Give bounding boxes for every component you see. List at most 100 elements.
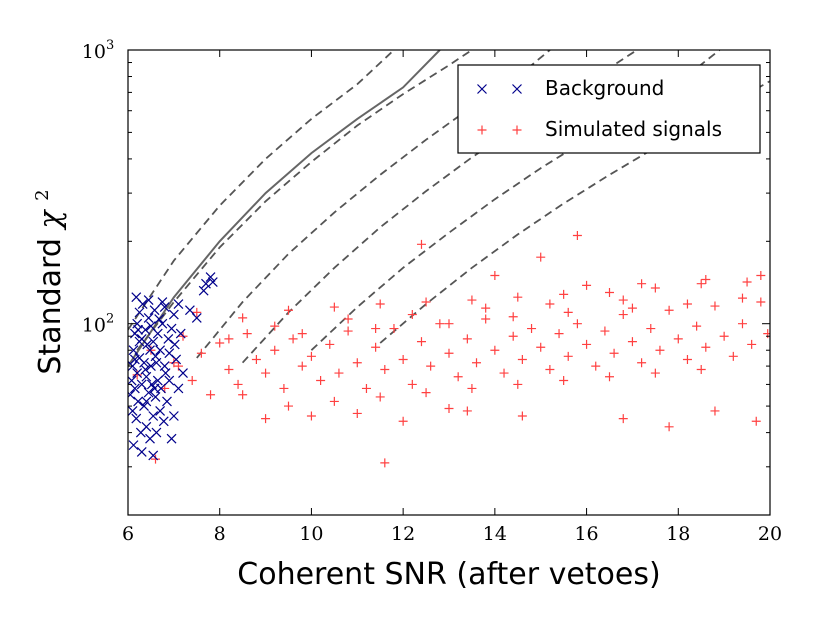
background-point — [129, 383, 140, 394]
signal-point — [343, 326, 353, 336]
legend-marker-background — [477, 84, 487, 94]
background-point — [145, 345, 155, 356]
signal-point — [513, 379, 523, 389]
signal-point — [710, 406, 720, 416]
x-tick-label: 6 — [122, 523, 134, 545]
signal-point — [605, 372, 614, 382]
background-point — [128, 389, 136, 400]
signal-point — [426, 361, 436, 371]
legend: Background Simulated signals — [457, 64, 761, 154]
background-point — [128, 440, 139, 451]
signal-point — [371, 342, 381, 352]
legend-markers — [477, 84, 522, 135]
x-tick-label: 18 — [666, 523, 690, 545]
signal-point — [490, 345, 500, 355]
signal-point — [375, 392, 385, 402]
signal-point — [627, 303, 637, 313]
signal-point — [325, 339, 335, 349]
signal-point — [279, 383, 289, 393]
background-point — [148, 336, 159, 347]
background-point — [168, 411, 179, 421]
signal-point — [609, 348, 619, 358]
signal-point — [238, 390, 248, 400]
signal-point — [637, 279, 647, 289]
signal-point — [407, 379, 417, 389]
background-point — [191, 312, 202, 323]
background-point — [152, 375, 163, 386]
background-point — [143, 295, 154, 305]
background-point — [157, 297, 168, 307]
background-point — [164, 348, 175, 359]
background-point — [133, 396, 144, 407]
signal-point — [559, 289, 569, 299]
signal-point — [582, 280, 592, 290]
signal-point — [187, 376, 197, 386]
legend-label-simulated-signals: Simulated signals — [545, 117, 722, 141]
threshold-curve-3 — [136, 50, 473, 351]
y-axis-label-exponent: 2 — [32, 189, 53, 200]
y-axis-label-text: Standard — [33, 238, 68, 374]
signal-point — [563, 307, 573, 317]
plot-frame — [127, 49, 771, 516]
signal-point — [467, 383, 477, 393]
signal-point — [481, 314, 491, 324]
background-point — [149, 383, 160, 394]
background-point — [140, 364, 151, 375]
signal-point — [352, 358, 362, 368]
signal-point — [508, 331, 518, 341]
signal-point — [545, 365, 555, 375]
signal-point — [284, 401, 293, 411]
legend-marker-simulated-signals — [477, 125, 487, 135]
background-point — [169, 339, 180, 350]
signal-point — [692, 321, 702, 331]
signal-point — [238, 313, 248, 323]
signal-point — [701, 275, 711, 285]
background-point — [150, 392, 161, 402]
signal-point — [206, 390, 216, 400]
background-point — [128, 406, 138, 416]
background-point — [139, 401, 149, 412]
signal-point — [453, 372, 463, 382]
signal-point — [169, 358, 179, 368]
signal-point — [559, 376, 569, 386]
background-point — [160, 368, 171, 379]
signal-point — [407, 310, 417, 320]
data-points — [128, 231, 770, 468]
background-point — [178, 368, 188, 379]
background-point — [141, 421, 152, 432]
signal-point — [444, 348, 454, 358]
background-point — [131, 413, 142, 424]
threshold-curve-2 — [128, 50, 395, 331]
signal-point — [582, 339, 592, 349]
background-point — [173, 383, 184, 394]
background-point — [149, 305, 160, 316]
signal-point — [664, 305, 674, 315]
x-tick-label: 10 — [299, 523, 323, 545]
signal-point — [297, 329, 307, 339]
background-point — [168, 309, 179, 320]
signal-point — [499, 368, 509, 378]
signal-point — [650, 283, 660, 293]
background-point — [173, 299, 184, 309]
signal-point — [132, 370, 142, 380]
signal-point — [242, 329, 252, 339]
threshold-curve-6 — [310, 50, 721, 351]
signal-point — [270, 345, 280, 355]
signal-point — [261, 368, 271, 378]
signal-point — [297, 361, 307, 371]
signal-point — [306, 351, 316, 361]
signal-point — [306, 411, 316, 421]
signal-point — [329, 396, 339, 406]
signal-point — [151, 454, 161, 464]
background-point — [157, 318, 168, 329]
signal-point — [215, 338, 225, 348]
series-simulated-signals — [132, 231, 770, 468]
signal-point — [513, 292, 523, 302]
signal-point — [444, 403, 454, 413]
signal-point — [481, 303, 491, 313]
signal-point — [467, 295, 477, 305]
signal-point — [756, 271, 766, 280]
signal-point — [536, 252, 546, 262]
svg-text:Standard χ 2: Standard χ 2 — [32, 189, 68, 374]
